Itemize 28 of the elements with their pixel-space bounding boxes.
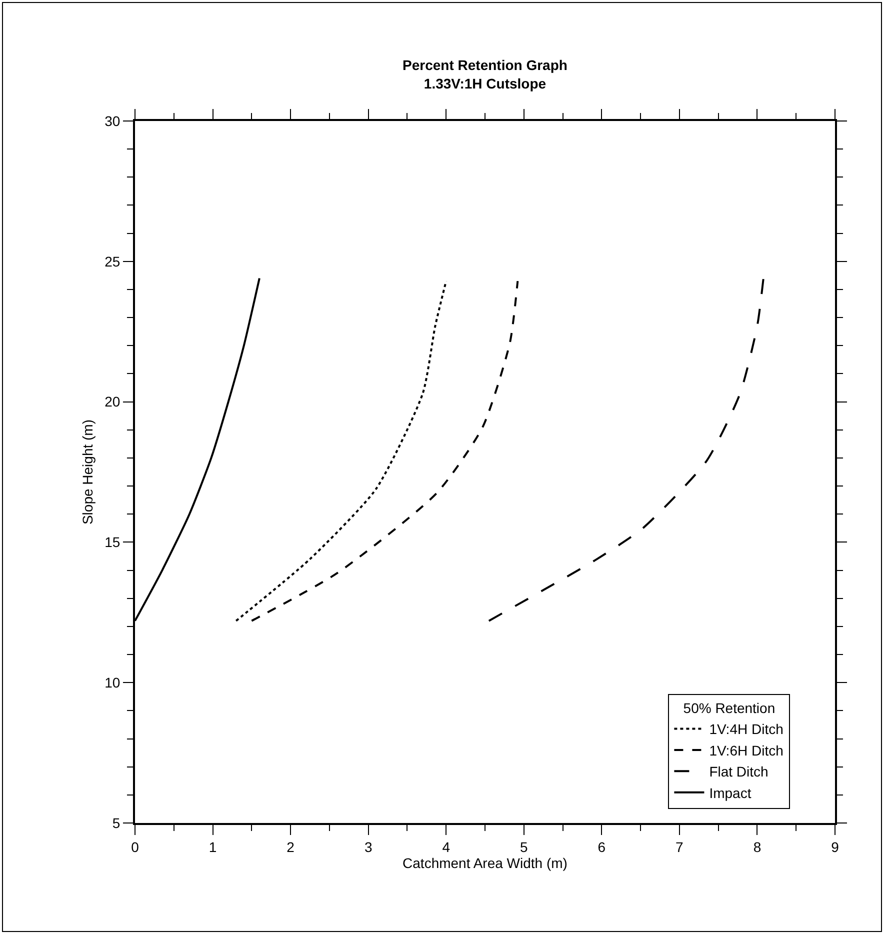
legend-label: 1V:6H Ditch [709,742,784,758]
legend-label: Impact [709,784,752,801]
y-tick-label: 15 [104,534,120,550]
x-tick-label: 9 [831,838,840,855]
line-series [250,280,519,622]
chart-title: Percent Retention Graph [402,57,568,74]
y-axis-title: Slope Height (m) [80,419,96,525]
x-tick-label: 7 [676,838,684,855]
chart-subtitle: 1.33V:1H Cutslope [424,75,546,92]
x-tick-label: 0 [131,838,140,855]
y-tick-label: 30 [104,112,120,129]
y-tick-label: 5 [112,814,120,831]
y-tick-label: 20 [104,394,120,410]
x-tick-label: 1 [208,838,217,855]
y-tick-label: 25 [104,253,120,270]
x-tick-label: 4 [442,838,450,855]
legend-title: 50% Retention [683,700,776,716]
x-tick-label: 8 [753,838,762,855]
x-tick-label: 2 [286,838,295,855]
line-series [235,280,448,622]
line-series [488,277,764,622]
x-tick-label: 6 [598,838,606,855]
legend-label: 1V:4H Ditch [709,721,784,738]
y-tick-label: 10 [104,674,120,690]
legend-label: Flat Ditch [709,764,768,780]
x-tick-label: 5 [520,838,528,855]
x-axis-title: Catchment Area Width (m) [402,854,568,871]
x-tick-label: 3 [364,838,372,855]
